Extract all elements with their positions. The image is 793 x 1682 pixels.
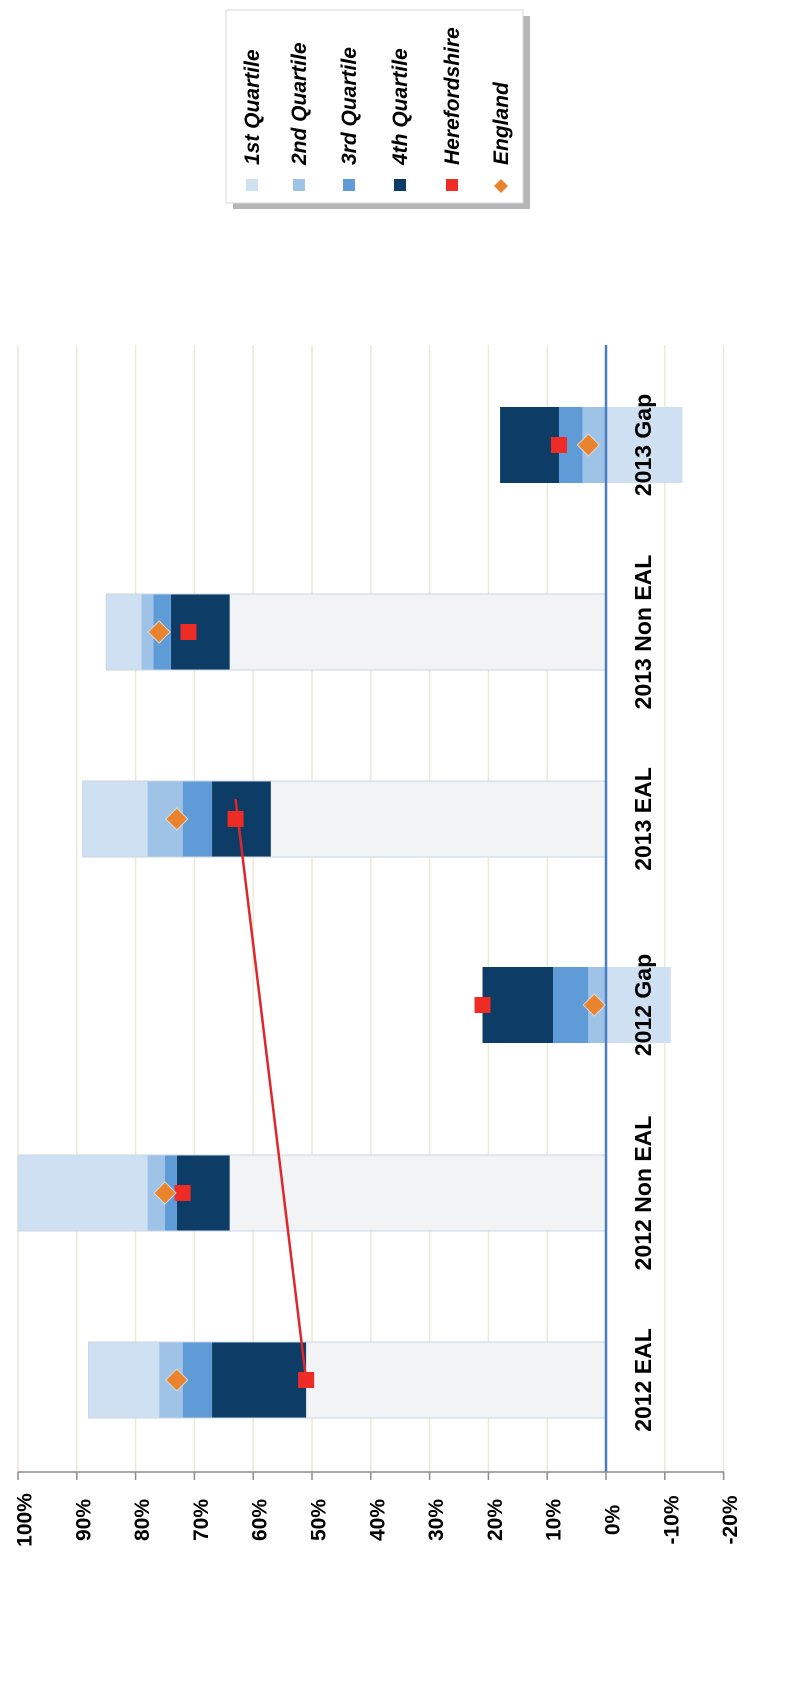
value-axis-tick-label: 70% — [190, 1499, 213, 1541]
category-label: 2013 Gap — [630, 394, 656, 496]
value-axis-tick-label: 10% — [543, 1499, 566, 1541]
category-label: 2013 Non EAL — [630, 555, 656, 710]
bar-base-segment — [270, 781, 606, 857]
herefordshire-marker — [550, 437, 567, 453]
gridlines — [17, 345, 725, 1472]
legend-box — [225, 9, 524, 204]
england-marker — [153, 1181, 177, 1205]
legend-label: England — [490, 81, 513, 165]
herefordshire-marker — [474, 997, 491, 1013]
england-marker — [165, 807, 189, 831]
category-label: 2012 Non EAL — [630, 1116, 656, 1271]
value-axis-tick-label: 90% — [72, 1499, 95, 1541]
bar-q4-segment — [482, 967, 554, 1043]
legend-marker-england — [494, 179, 508, 193]
legend-label: 1st Quartile — [241, 49, 264, 165]
bar-q4-segment — [212, 1342, 307, 1418]
value-axis-tick-label: 100% — [14, 1493, 37, 1547]
bar-q4-segment — [170, 594, 230, 670]
value-axis-tick-label: 80% — [131, 1499, 154, 1541]
legend-swatch — [394, 179, 406, 191]
legend-swatch — [246, 179, 258, 191]
bar-q1-segment — [106, 594, 142, 670]
bar-q1-segment — [82, 781, 148, 857]
legend-label: 2nd Quartile — [288, 42, 311, 166]
data-markers — [147, 433, 606, 1392]
value-axis-tick-label: -20% — [719, 1495, 742, 1544]
bar-base-segment — [306, 1342, 606, 1418]
england-marker — [576, 433, 601, 457]
axes — [17, 345, 725, 1480]
bar-q4-segment — [500, 407, 559, 483]
legend: 1st Quartile 2nd Quartile 3rd Quartile 4th … — [225, 9, 530, 209]
bar-q3-segment — [553, 967, 589, 1043]
bar-base-segment — [229, 594, 606, 670]
bar-q1-segment — [88, 1342, 160, 1418]
bar-q3-segment — [558, 407, 583, 483]
legend-label: Herefordshire — [441, 27, 464, 165]
herefordshire-marker — [227, 811, 244, 827]
herefordshire-marker — [174, 1185, 191, 1201]
value-axis-tick-label: 50% — [308, 1499, 331, 1541]
category-label: 2012 EAL — [630, 1328, 656, 1432]
herefordshire-marker — [180, 624, 197, 640]
quartile-bars — [17, 407, 683, 1419]
legend-swatch — [343, 179, 355, 191]
category-label: 2012 Gap — [630, 954, 656, 1056]
england-marker — [147, 620, 171, 644]
category-label: 2013 EAL — [630, 767, 656, 871]
trend-line-group — [234, 798, 308, 1381]
legend-label: 4th Quartile — [389, 48, 412, 166]
value-axis-tick-label: 0% — [602, 1505, 625, 1536]
legend-swatch — [446, 179, 458, 191]
bar-q1-segment — [18, 1155, 148, 1231]
england-marker — [582, 993, 606, 1017]
value-axis-tick-label: 40% — [366, 1499, 389, 1541]
legend-swatch — [293, 179, 305, 191]
category-labels: 2012 EAL 2012 Non EAL 2012 Gap 2013 EAL 2013… — [630, 394, 656, 1432]
england-marker — [165, 1368, 189, 1392]
bar-q2-segment — [141, 594, 154, 670]
value-axis-tick-label: 20% — [484, 1499, 507, 1541]
value-axis-tick-labels: 100% 90% 80% 70% 60% 50% 40% 30% 20% 10% 0% -10% -20… — [14, 1493, 743, 1547]
herefordshire-marker — [298, 1372, 315, 1388]
value-axis-tick-label: -10% — [660, 1495, 683, 1544]
value-axis-tick-label: 60% — [249, 1499, 272, 1541]
legend-label: 3rd Quartile — [338, 47, 361, 165]
value-axis-tick-label: 30% — [425, 1499, 448, 1541]
trend-line — [234, 798, 308, 1381]
bar-base-segment — [229, 1155, 606, 1231]
